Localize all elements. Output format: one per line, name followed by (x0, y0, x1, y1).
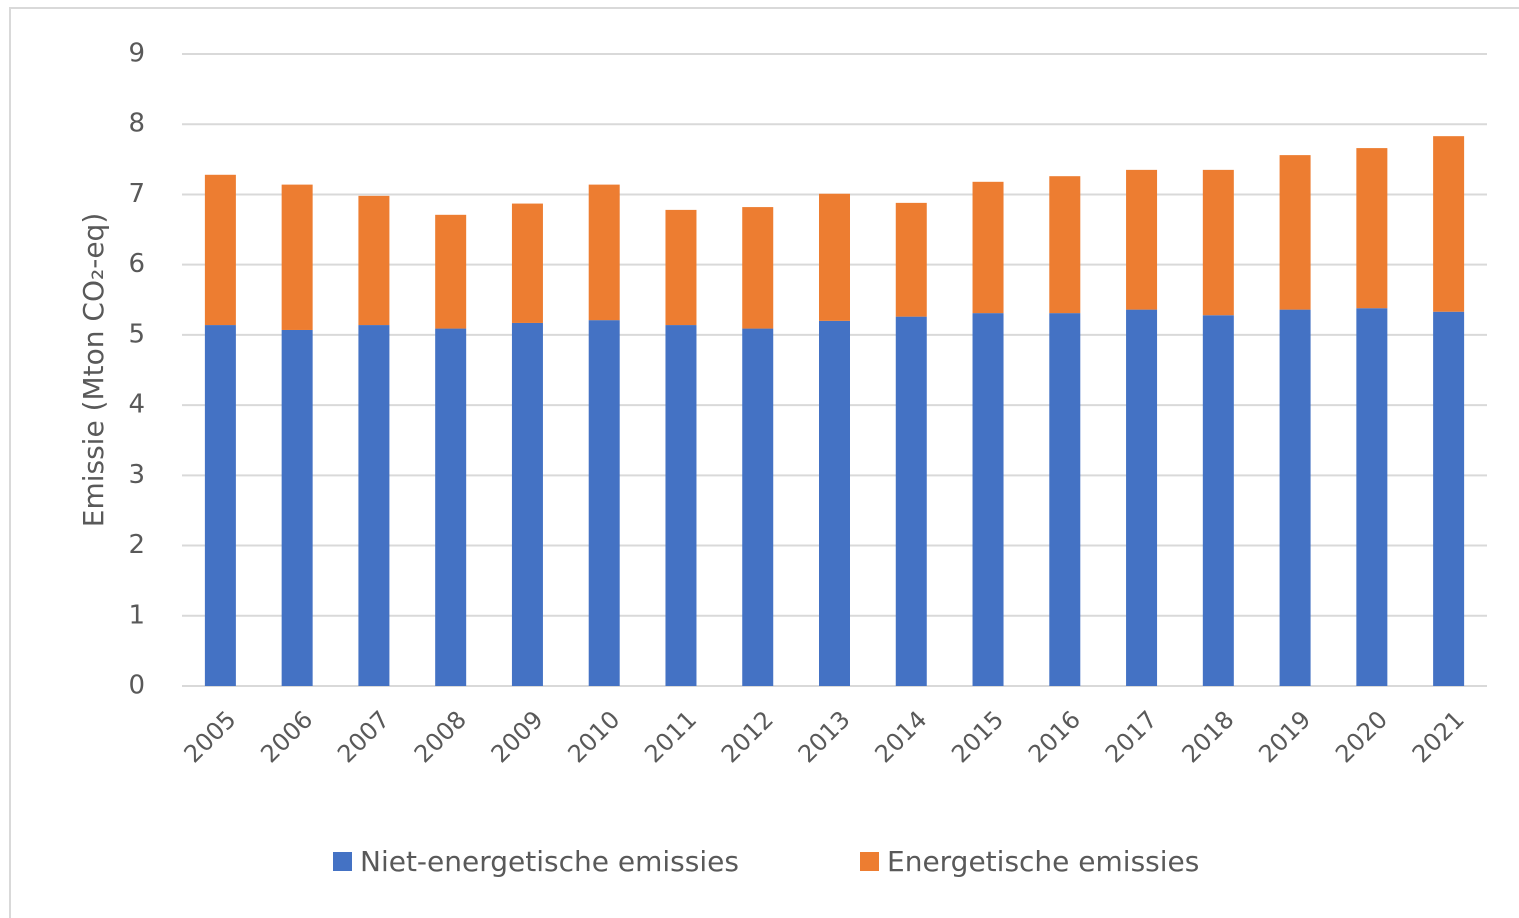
x-tick-label: 2014 (869, 705, 932, 768)
bar-segment (665, 325, 697, 686)
legend-label: Niet-energetische emissies (360, 845, 739, 878)
bar-segment (588, 184, 620, 321)
x-tick-label: 2007 (332, 705, 395, 768)
bar-segment (972, 313, 1004, 686)
bar-segment (1049, 313, 1081, 686)
bar-segment (1356, 308, 1388, 686)
bar-segment (742, 207, 774, 329)
bar-segment (665, 209, 697, 326)
x-tick-label: 2017 (1100, 705, 1163, 768)
x-tick-label: 2008 (409, 705, 472, 768)
bar-segment (435, 328, 467, 686)
bar-segment (204, 174, 236, 326)
bar-segment (358, 195, 390, 326)
bar-segment (588, 320, 620, 686)
y-tick-label: 5 (128, 319, 145, 349)
y-tick-label: 2 (128, 530, 145, 560)
x-tick-label: 2019 (1253, 705, 1316, 768)
y-tick-label: 6 (128, 249, 145, 279)
bar-segment (972, 181, 1004, 314)
bar-segment (895, 202, 927, 317)
y-tick-label: 0 (128, 671, 145, 701)
bar-segment (281, 184, 313, 330)
bar-segment (1433, 136, 1465, 312)
bar-segment (1126, 309, 1158, 686)
bar-segment (511, 203, 543, 323)
x-tick-label: 2010 (562, 705, 625, 768)
bar-segment (1202, 169, 1234, 316)
y-tick-label: 7 (128, 179, 145, 209)
bar-segment (511, 322, 543, 686)
x-tick-label: 2020 (1330, 705, 1393, 768)
x-tick-label: 2016 (1023, 705, 1086, 768)
y-tick-label: 4 (128, 390, 145, 420)
bar-segment (204, 325, 236, 686)
x-tick-label: 2011 (639, 705, 702, 768)
bar-segment (281, 329, 313, 686)
bar-segment (358, 325, 390, 686)
x-tick-label: 2018 (1177, 705, 1240, 768)
y-tick-label: 8 (128, 109, 145, 139)
bar-segment (1049, 176, 1081, 314)
x-tick-label: 2021 (1407, 705, 1470, 768)
x-tick-label: 2012 (716, 705, 779, 768)
bar-segment (1279, 155, 1311, 310)
bar-segment (435, 214, 467, 329)
bar-segment (1356, 148, 1388, 309)
bar-segment (1279, 309, 1311, 686)
x-tick-label: 2006 (255, 705, 318, 768)
bar-segment (1126, 169, 1158, 310)
y-axis-label: Emissie (Mton CO₂-eq) (77, 213, 110, 528)
x-tick-label: 2013 (793, 705, 856, 768)
bar-segment (1433, 311, 1465, 686)
x-tick-label: 2015 (946, 705, 1009, 768)
y-tick-label: 3 (128, 460, 145, 490)
y-tick-label: 1 (128, 600, 145, 630)
bar-segment (1202, 315, 1234, 686)
frame (9, 7, 1519, 918)
legend-swatch (860, 852, 879, 871)
bar-segment (819, 320, 850, 686)
bar-segment (819, 193, 850, 321)
y-tick-label: 9 (128, 39, 145, 69)
bar-segment (895, 316, 927, 686)
x-tick-label: 2009 (486, 705, 549, 768)
legend-label: Energetische emissies (887, 845, 1199, 878)
bar-segment (742, 328, 774, 686)
legend-swatch (333, 852, 352, 871)
x-tick-label: 2005 (179, 705, 242, 768)
